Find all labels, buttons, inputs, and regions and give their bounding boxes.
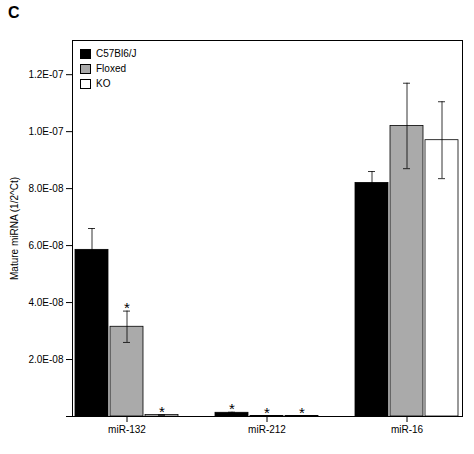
svg-text:*: * (229, 400, 235, 417)
svg-text:*: * (264, 404, 270, 421)
svg-text:*: * (159, 403, 165, 420)
html-text:KO: KO (96, 78, 111, 89)
svg-text:4.0E-08: 4.0E-08 (28, 297, 63, 308)
svg-text:6.0E-08: 6.0E-08 (28, 240, 63, 251)
svg-text:Mature miRNA (1/2^Ct): Mature miRNA (1/2^Ct) (9, 177, 20, 280)
svg-text:1.0E-07: 1.0E-07 (28, 126, 63, 137)
html-text:Floxed: Floxed (96, 63, 126, 74)
svg-text:1.2E-07: 1.2E-07 (28, 69, 63, 80)
svg-text:*: * (299, 404, 305, 421)
html-text:C: C (8, 4, 20, 21)
svg-text:miR-212: miR-212 (248, 424, 286, 435)
svg-text:miR-132: miR-132 (108, 424, 146, 435)
svg-text:8.0E-08: 8.0E-08 (28, 183, 63, 194)
svg-text:miR-16: miR-16 (391, 424, 424, 435)
svg-text:2.0E-08: 2.0E-08 (28, 354, 63, 365)
svg-text:*: * (124, 299, 130, 316)
html-text:C57Bl6/J: C57Bl6/J (96, 48, 137, 59)
